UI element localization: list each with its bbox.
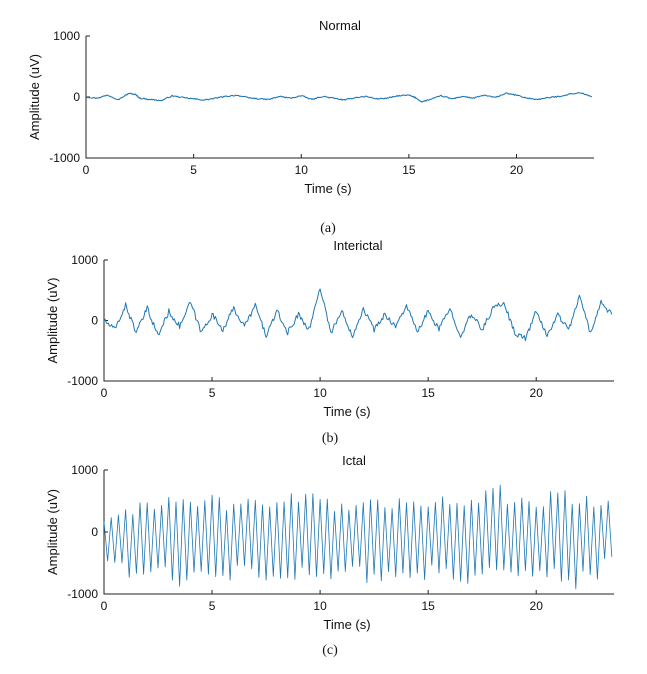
y-axis-label: Amplitude (uV) <box>27 54 42 140</box>
y-tick-label: 0 <box>91 314 98 328</box>
series-line <box>103 484 613 590</box>
x-tick-label: 5 <box>190 163 197 177</box>
axis-lines <box>85 36 594 159</box>
y-tick-label: 1000 <box>53 29 80 43</box>
x-tick-label: 15 <box>402 163 416 177</box>
x-tick-label: 10 <box>313 599 327 613</box>
x-tick-label: 0 <box>83 163 90 177</box>
y-tick-label: 0 <box>73 90 80 104</box>
panel-caption: (c) <box>322 643 338 658</box>
y-axis-label: Amplitude (uV) <box>45 278 60 364</box>
chart-title: Normal <box>319 18 361 33</box>
y-axis-label: Amplitude (uV) <box>45 489 60 575</box>
x-tick-label: 20 <box>510 163 524 177</box>
x-tick-label: 20 <box>530 386 544 400</box>
x-tick-label: 5 <box>209 599 216 613</box>
x-tick-label: 10 <box>313 386 327 400</box>
y-tick-label: 1000 <box>71 253 98 267</box>
panel-caption: (b) <box>322 431 339 446</box>
x-axis-label: Time (s) <box>304 181 351 196</box>
y-tick-label: -1000 <box>67 587 98 601</box>
x-tick-label: 20 <box>530 599 544 613</box>
chart-title: Interictal <box>333 238 382 253</box>
series-line <box>85 92 593 103</box>
x-tick-label: 0 <box>101 386 108 400</box>
x-axis-label: Time (s) <box>323 617 370 632</box>
chart-title: Ictal <box>342 453 366 468</box>
y-tick-label: -1000 <box>67 374 98 388</box>
panel-caption: (a) <box>320 221 336 236</box>
series-line <box>103 288 613 342</box>
x-tick-label: 5 <box>209 386 216 400</box>
y-tick-label: 0 <box>91 525 98 539</box>
x-tick-label: 15 <box>421 599 435 613</box>
y-tick-label: 1000 <box>71 463 98 477</box>
x-tick-label: 10 <box>295 163 309 177</box>
x-tick-label: 0 <box>101 599 108 613</box>
x-tick-label: 15 <box>421 386 435 400</box>
x-axis-label: Time (s) <box>323 404 370 419</box>
y-tick-label: -1000 <box>49 151 80 165</box>
